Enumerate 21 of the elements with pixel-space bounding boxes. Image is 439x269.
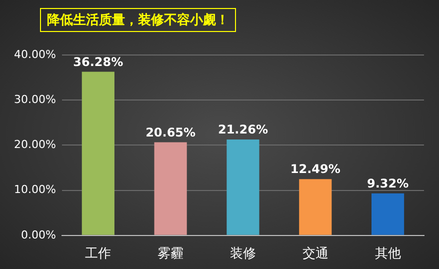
data-label: 12.49% bbox=[290, 162, 340, 176]
x-tick-label: 交通 bbox=[302, 246, 328, 262]
bar bbox=[82, 72, 114, 235]
data-label: 36.28% bbox=[73, 54, 124, 69]
x-tick-label: 工作 bbox=[85, 246, 112, 262]
y-tick-label: 20.00% bbox=[14, 138, 56, 152]
bar bbox=[372, 193, 404, 235]
x-tick-label: 雾霾 bbox=[158, 246, 184, 262]
data-label: 20.65% bbox=[146, 125, 196, 140]
bar bbox=[299, 179, 332, 235]
x-tick-label: 其他 bbox=[374, 246, 401, 262]
data-label: 21.26% bbox=[218, 122, 268, 137]
x-tick-label: 装修 bbox=[230, 246, 256, 262]
data-label: 9.32% bbox=[366, 176, 409, 190]
y-tick-label: 0.00% bbox=[20, 228, 56, 242]
chart-title: 降低生活质量，装修不容小觑！ bbox=[40, 8, 236, 32]
y-tick-label: 10.00% bbox=[14, 183, 56, 196]
bar bbox=[154, 142, 187, 235]
bar bbox=[226, 140, 260, 235]
y-tick-label: 30.00% bbox=[14, 92, 56, 106]
y-tick-label: 40.00% bbox=[14, 48, 56, 61]
